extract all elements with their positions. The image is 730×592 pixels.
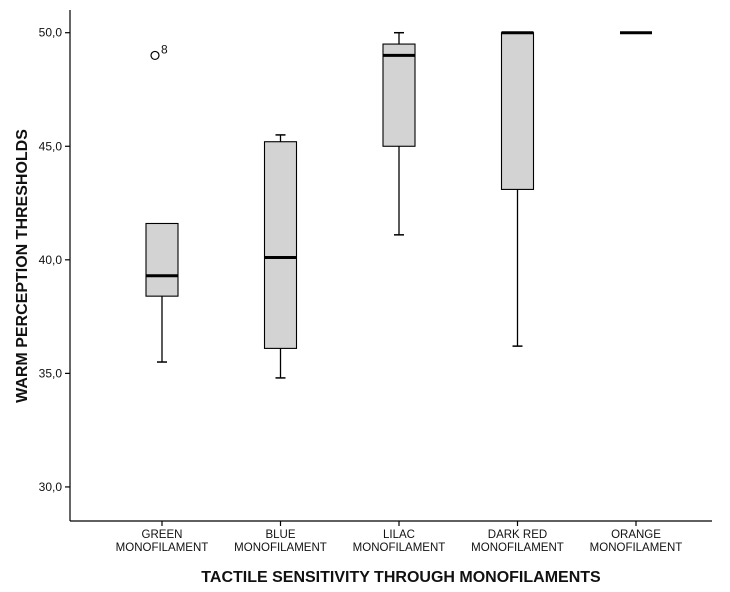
box-iqr <box>263 141 298 349</box>
box-group: 8 <box>145 42 179 363</box>
outlier-label: 8 <box>161 42 168 56</box>
y-axis: 30,0 35,0 40,0 45,0 50,0 <box>39 10 71 521</box>
x-tick-label-line: ORANGE <box>611 529 661 541</box>
x-tick-label-line: BLUE <box>265 529 295 541</box>
y-tick-label: 30,0 <box>39 480 63 494</box>
x-tick-label-line: MONOFILAMENT <box>116 542 209 554</box>
box-group <box>263 134 298 379</box>
x-tick-label-line: DARK RED <box>488 529 547 541</box>
box-iqr <box>145 222 179 297</box>
box-group <box>382 31 416 236</box>
y-tick-label: 40,0 <box>39 253 63 267</box>
x-axis-title: TACTILE SENSITIVITY THROUGH MONOFILAMENT… <box>201 569 601 586</box>
x-tick-label-line: LILAC <box>383 529 415 541</box>
x-tick-label: GREEN MONOFILAMENT <box>116 529 209 554</box>
y-axis-title: WARM PERCEPTION THRESHOLDS <box>14 129 31 403</box>
x-tick-label-line: MONOFILAMENT <box>353 542 446 554</box>
x-tick-label: BLUE MONOFILAMENT <box>234 529 327 554</box>
x-tick-label: DARK RED MONOFILAMENT <box>471 529 564 554</box>
box-iqr <box>382 43 416 147</box>
box-iqr <box>500 32 535 190</box>
y-tick-label: 50,0 <box>39 26 63 40</box>
x-tick-label: LILAC MONOFILAMENT <box>353 529 446 554</box>
x-tick-label-line: MONOFILAMENT <box>471 542 564 554</box>
x-tick-label-line: MONOFILAMENT <box>590 542 683 554</box>
y-tick-label: 45,0 <box>39 139 63 153</box>
x-tick-label-line: MONOFILAMENT <box>234 542 327 554</box>
x-tick-label: ORANGE MONOFILAMENT <box>590 529 683 554</box>
box-group <box>500 31 535 347</box>
outlier-point <box>150 50 160 61</box>
plot-area: 8 <box>145 31 652 379</box>
x-tick-label-line: GREEN <box>142 529 183 541</box>
y-tick-label: 35,0 <box>39 366 63 380</box>
